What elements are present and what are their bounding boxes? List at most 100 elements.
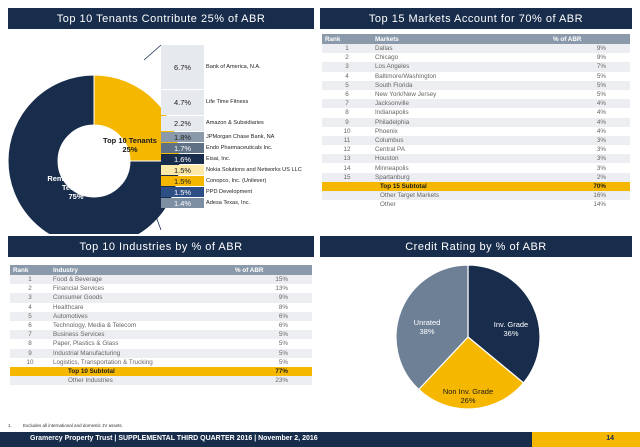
table-cell: 5% [232,330,312,340]
tenant-name: Life Time Fitness [206,99,249,105]
table-cell: 13% [232,284,312,294]
table-cell: 15 [322,172,372,182]
table-cell: Other [322,200,550,210]
markets-table: Rank Markets % of ABR 1 Dallas 9% 2 Chicago 9… [322,34,630,210]
table-cell: 70% [550,181,630,191]
table-cell: 3% [550,135,630,146]
table-cell: 9% [232,293,312,303]
tenant-pct: 1.5% [173,165,192,175]
table-cell: Chicago [372,53,550,63]
table-cell: 10 [322,126,372,136]
table-cell: 4% [550,126,630,136]
footnote: 1. Excludes all international and domest… [8,423,123,428]
subtotal-row: Top 10 Subtotal 77% [10,366,312,377]
table-cell: 5% [550,80,630,90]
table-cell: 13 [322,154,372,164]
donut-top10-label: Top 10 Tenants 25% [103,136,157,154]
table-row: 2 Chicago 9% [322,53,630,63]
table-cell: 4% [550,117,630,127]
table-row: 5 Automotives 6% [10,311,312,321]
table-cell: 4 [322,71,372,81]
table-cell: 5 [10,311,50,321]
table-cell: Phoenix [372,126,550,136]
table-cell: 9 [10,348,50,358]
table-cell: 9% [550,44,630,54]
tenant-name: JPMorgan Chase Bank, NA [206,133,275,140]
pie-slice [395,264,469,391]
table-cell: 7% [550,62,630,72]
table-cell: 7 [10,330,50,340]
table-row: 3 Consumer Goods 9% [10,293,312,303]
table-row: 8 Paper, Plastics & Glass 5% [10,339,312,349]
table-cell: New York/New Jersey [372,89,550,100]
col-industry: Industry [50,265,232,275]
tenants-panel-title: Top 10 Tenants Contribute 25% of ABR [8,8,314,29]
tenant-bar: 1.4% [161,198,204,208]
table-cell: 5% [232,339,312,349]
table-cell: Philadelphia [372,117,550,127]
footnote-text: Excludes all international and domestic … [23,423,123,428]
table-cell: 15% [232,275,312,285]
table-cell: Automotives [50,311,232,321]
tenant-bar: 4.7% [161,90,204,115]
table-row: Other Target Markets 16% [322,191,630,201]
table-row: 10 Phoenix 4% [322,126,630,136]
table-cell: 14% [550,200,630,210]
tenant-name: Amazon & Subsidiaries [206,120,264,126]
table-cell: 3 [10,293,50,303]
table-cell: 11 [322,135,372,146]
table-row: 11 Columbus 3% [322,135,630,146]
tenant-bar: 2.2% [161,116,204,131]
table-cell: Houston [372,154,550,164]
footer-accent: 14 [532,432,640,447]
donut-remaining-label: Remaining 200+ Tenants 75% [47,174,105,201]
table-row: 12 Central PA 3% [322,145,630,155]
table-cell: 4% [550,99,630,109]
col-abr: % of ABR [550,34,630,44]
table-row: 2 Financial Services 13% [10,284,312,294]
table-cell: 4 [10,302,50,312]
industries-table: Rank Industry % of ABR 1 Food & Beverage 1… [10,265,312,386]
table-cell: 6% [232,311,312,321]
credit-pie-chart [395,264,541,410]
table-cell: 3% [550,163,630,173]
tenant-pct: 6.7% [173,62,192,72]
table-cell: Jacksonville [372,99,550,109]
table-cell: 2% [550,172,630,182]
table-cell: Indianapolis [372,108,550,118]
table-cell: 5% [550,71,630,81]
industries-panel-title: Top 10 Industries by % of ABR [8,236,314,257]
table-cell: Top 15 Subtotal [322,181,550,191]
tenant-bar: 1.5% [161,176,204,186]
table-cell: 5 [322,80,372,90]
table-cell: 12 [322,145,372,155]
table-cell: 5% [232,348,312,358]
table-cell: 8% [232,302,312,312]
pie-label-unrated: Unrated 38% [413,318,441,336]
table-cell: Technology, Media & Telecom [50,320,232,331]
table-cell: 3% [550,154,630,164]
leader-line-bottom [143,183,162,231]
tenant-bar: 1.5% [161,165,204,175]
table-cell: 4% [550,108,630,118]
table-row: 14 Minneapolis 3% [322,163,630,173]
table-row: 8 Indianapolis 4% [322,108,630,118]
tenant-pct: 2.2% [173,119,192,128]
pie-slice [417,336,525,410]
page-number: 14 [606,435,614,442]
table-cell: Baltimore/Washington [372,71,550,81]
table-cell: Business Services [50,330,232,340]
table-row: 4 Healthcare 8% [10,302,312,312]
tenant-name: Endo Pharmaceuticals Inc. [206,144,273,151]
col-abr: % of ABR [232,265,312,275]
markets-panel-title: Top 15 Markets Account for 70% of ABR [320,8,632,29]
tenant-bar: 1.6% [161,154,204,164]
table-cell: Los Angeles [372,62,550,72]
table-row: Other 14% [322,200,630,210]
table-cell: Dallas [372,44,550,54]
tenant-name: Bank of America, N.A. [206,63,261,70]
table-cell: 8 [322,108,372,118]
table-cell: Food & Beverage [50,275,232,285]
table-cell: Other Target Markets [322,191,550,201]
table-row: 13 Houston 3% [322,154,630,164]
